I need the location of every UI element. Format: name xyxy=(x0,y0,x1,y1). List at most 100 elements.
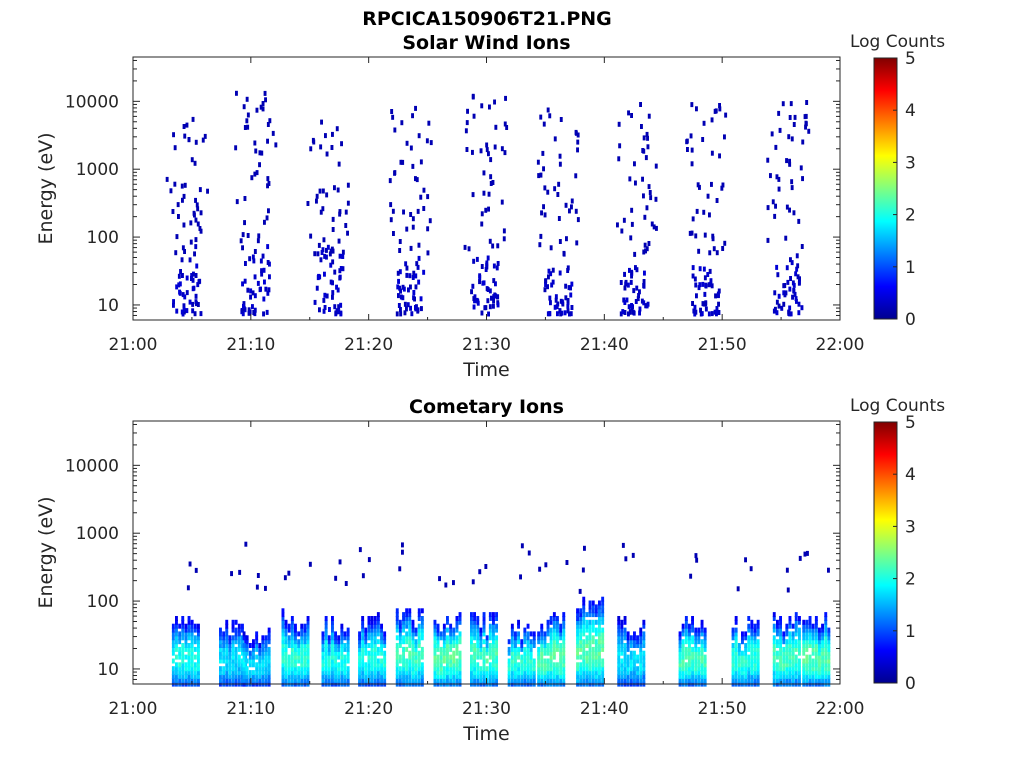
spectrogram-cell xyxy=(630,269,634,275)
spectrogram-cell xyxy=(306,635,310,641)
spectrogram-cell xyxy=(594,646,598,652)
spectrogram-cell xyxy=(364,639,368,645)
spectrogram-cell xyxy=(402,623,405,629)
spectrogram-cell xyxy=(802,631,806,637)
spectrogram-cell xyxy=(523,658,527,664)
spectrogram-cell xyxy=(569,292,573,298)
spectrogram-cell xyxy=(290,658,294,664)
spectrogram-cell xyxy=(241,639,244,645)
spectrogram-cell xyxy=(339,302,343,308)
spectrogram-cell xyxy=(549,635,553,641)
spectrogram-cell xyxy=(303,635,307,641)
spectrogram-cell xyxy=(171,650,175,656)
spectrogram-cell xyxy=(788,631,792,637)
spectrogram-cell xyxy=(252,662,255,668)
spectrogram-cell xyxy=(183,249,186,254)
spectrogram-cell xyxy=(175,284,179,290)
spectrogram-cell xyxy=(248,673,252,679)
spectrogram-cell xyxy=(688,654,691,660)
spectrogram-cell xyxy=(393,127,397,133)
spectrogram-cell xyxy=(193,654,197,660)
spectrogram-cells xyxy=(171,541,831,687)
spectrogram-cell xyxy=(411,275,415,280)
spectrogram-cell xyxy=(546,666,550,672)
spectrogram-cell xyxy=(811,658,815,664)
spectrogram-cell xyxy=(627,110,630,116)
spectrogram-cell xyxy=(433,650,437,656)
spectrogram-cell xyxy=(598,600,601,606)
spectrogram-cell xyxy=(681,670,685,676)
spectrogram-cell xyxy=(785,650,789,656)
spectrogram-cell xyxy=(266,260,270,265)
spectrogram-cell xyxy=(297,631,301,637)
spectrogram-cell xyxy=(684,673,688,679)
spectrogram-cell xyxy=(818,670,821,676)
spectrogram-cell xyxy=(642,662,646,668)
spectrogram-cell xyxy=(281,616,285,621)
spectrogram-cell xyxy=(284,677,288,683)
spectrogram-cell xyxy=(734,643,738,648)
spectrogram-cell xyxy=(231,670,235,676)
spectrogram-cell xyxy=(824,646,828,652)
spectrogram-cell xyxy=(802,627,806,633)
spectrogram-cell xyxy=(794,623,798,629)
spectrogram-cell xyxy=(253,307,257,313)
spectrogram-cell xyxy=(803,551,807,557)
spectrogram-cell xyxy=(380,639,383,645)
spectrogram-cell xyxy=(264,639,268,645)
spectrogram-cell xyxy=(261,670,265,676)
spectrogram-cell xyxy=(598,616,601,621)
spectrogram-cell xyxy=(532,635,536,641)
spectrogram-cell xyxy=(331,616,334,621)
spectrogram-cell xyxy=(334,643,337,648)
spectrogram-cell xyxy=(552,623,556,629)
spectrogram-cell xyxy=(691,639,694,645)
spectrogram-cell xyxy=(449,646,453,652)
spectrogram-cell xyxy=(734,673,738,679)
spectrogram-cell xyxy=(591,654,595,660)
spectrogram-cell xyxy=(250,175,254,181)
spectrogram-cell xyxy=(190,627,194,633)
spectrogram-cell xyxy=(788,207,791,213)
spectrogram-cell xyxy=(633,670,636,676)
spectrogram-cell xyxy=(488,304,492,310)
spectrogram-cell xyxy=(556,670,559,676)
spectrogram-cell xyxy=(579,639,583,645)
spectrogram-cell xyxy=(585,635,589,641)
spectrogram-cell xyxy=(175,677,178,683)
spectrogram-cell xyxy=(700,658,704,664)
spectrogram-cell xyxy=(731,677,735,683)
colorbar-tick-label: 1 xyxy=(905,622,916,642)
spectrogram-cell xyxy=(744,654,748,660)
spectrogram-cell xyxy=(263,279,266,285)
spectrogram-cell xyxy=(805,654,809,660)
spectrogram-cell xyxy=(488,677,492,683)
spectrogram-cell xyxy=(414,273,418,279)
spectrogram-cell xyxy=(331,666,334,672)
spectrogram-cell xyxy=(267,627,271,633)
spectrogram-cell xyxy=(808,670,812,676)
spectrogram-cell xyxy=(197,662,200,668)
spectrogram-cell xyxy=(630,113,633,118)
spectrogram-cell xyxy=(284,627,288,633)
spectrogram-cell xyxy=(244,658,248,664)
spectrogram-cell xyxy=(187,654,191,660)
spectrogram-cell xyxy=(370,646,374,652)
spectrogram-cell xyxy=(258,670,262,676)
spectrogram-cell xyxy=(805,662,809,668)
spectrogram-cell xyxy=(720,185,724,191)
spectrogram-cell xyxy=(526,666,530,672)
spectrogram-cell xyxy=(510,677,514,683)
spectrogram-cell xyxy=(358,670,361,676)
spectrogram-cell xyxy=(234,145,238,151)
spectrogram-cell xyxy=(785,646,789,652)
spectrogram-cell xyxy=(479,639,483,645)
spectrogram-cell xyxy=(804,124,807,130)
spectrogram-cell xyxy=(792,210,796,216)
spectrogram-cell xyxy=(405,658,409,664)
spectrogram-cell xyxy=(245,646,249,652)
spectrogram-cell xyxy=(290,662,294,668)
spectrogram-cell xyxy=(532,643,536,648)
spectrogram-cell xyxy=(244,635,248,641)
spectrogram-cell xyxy=(785,670,789,676)
